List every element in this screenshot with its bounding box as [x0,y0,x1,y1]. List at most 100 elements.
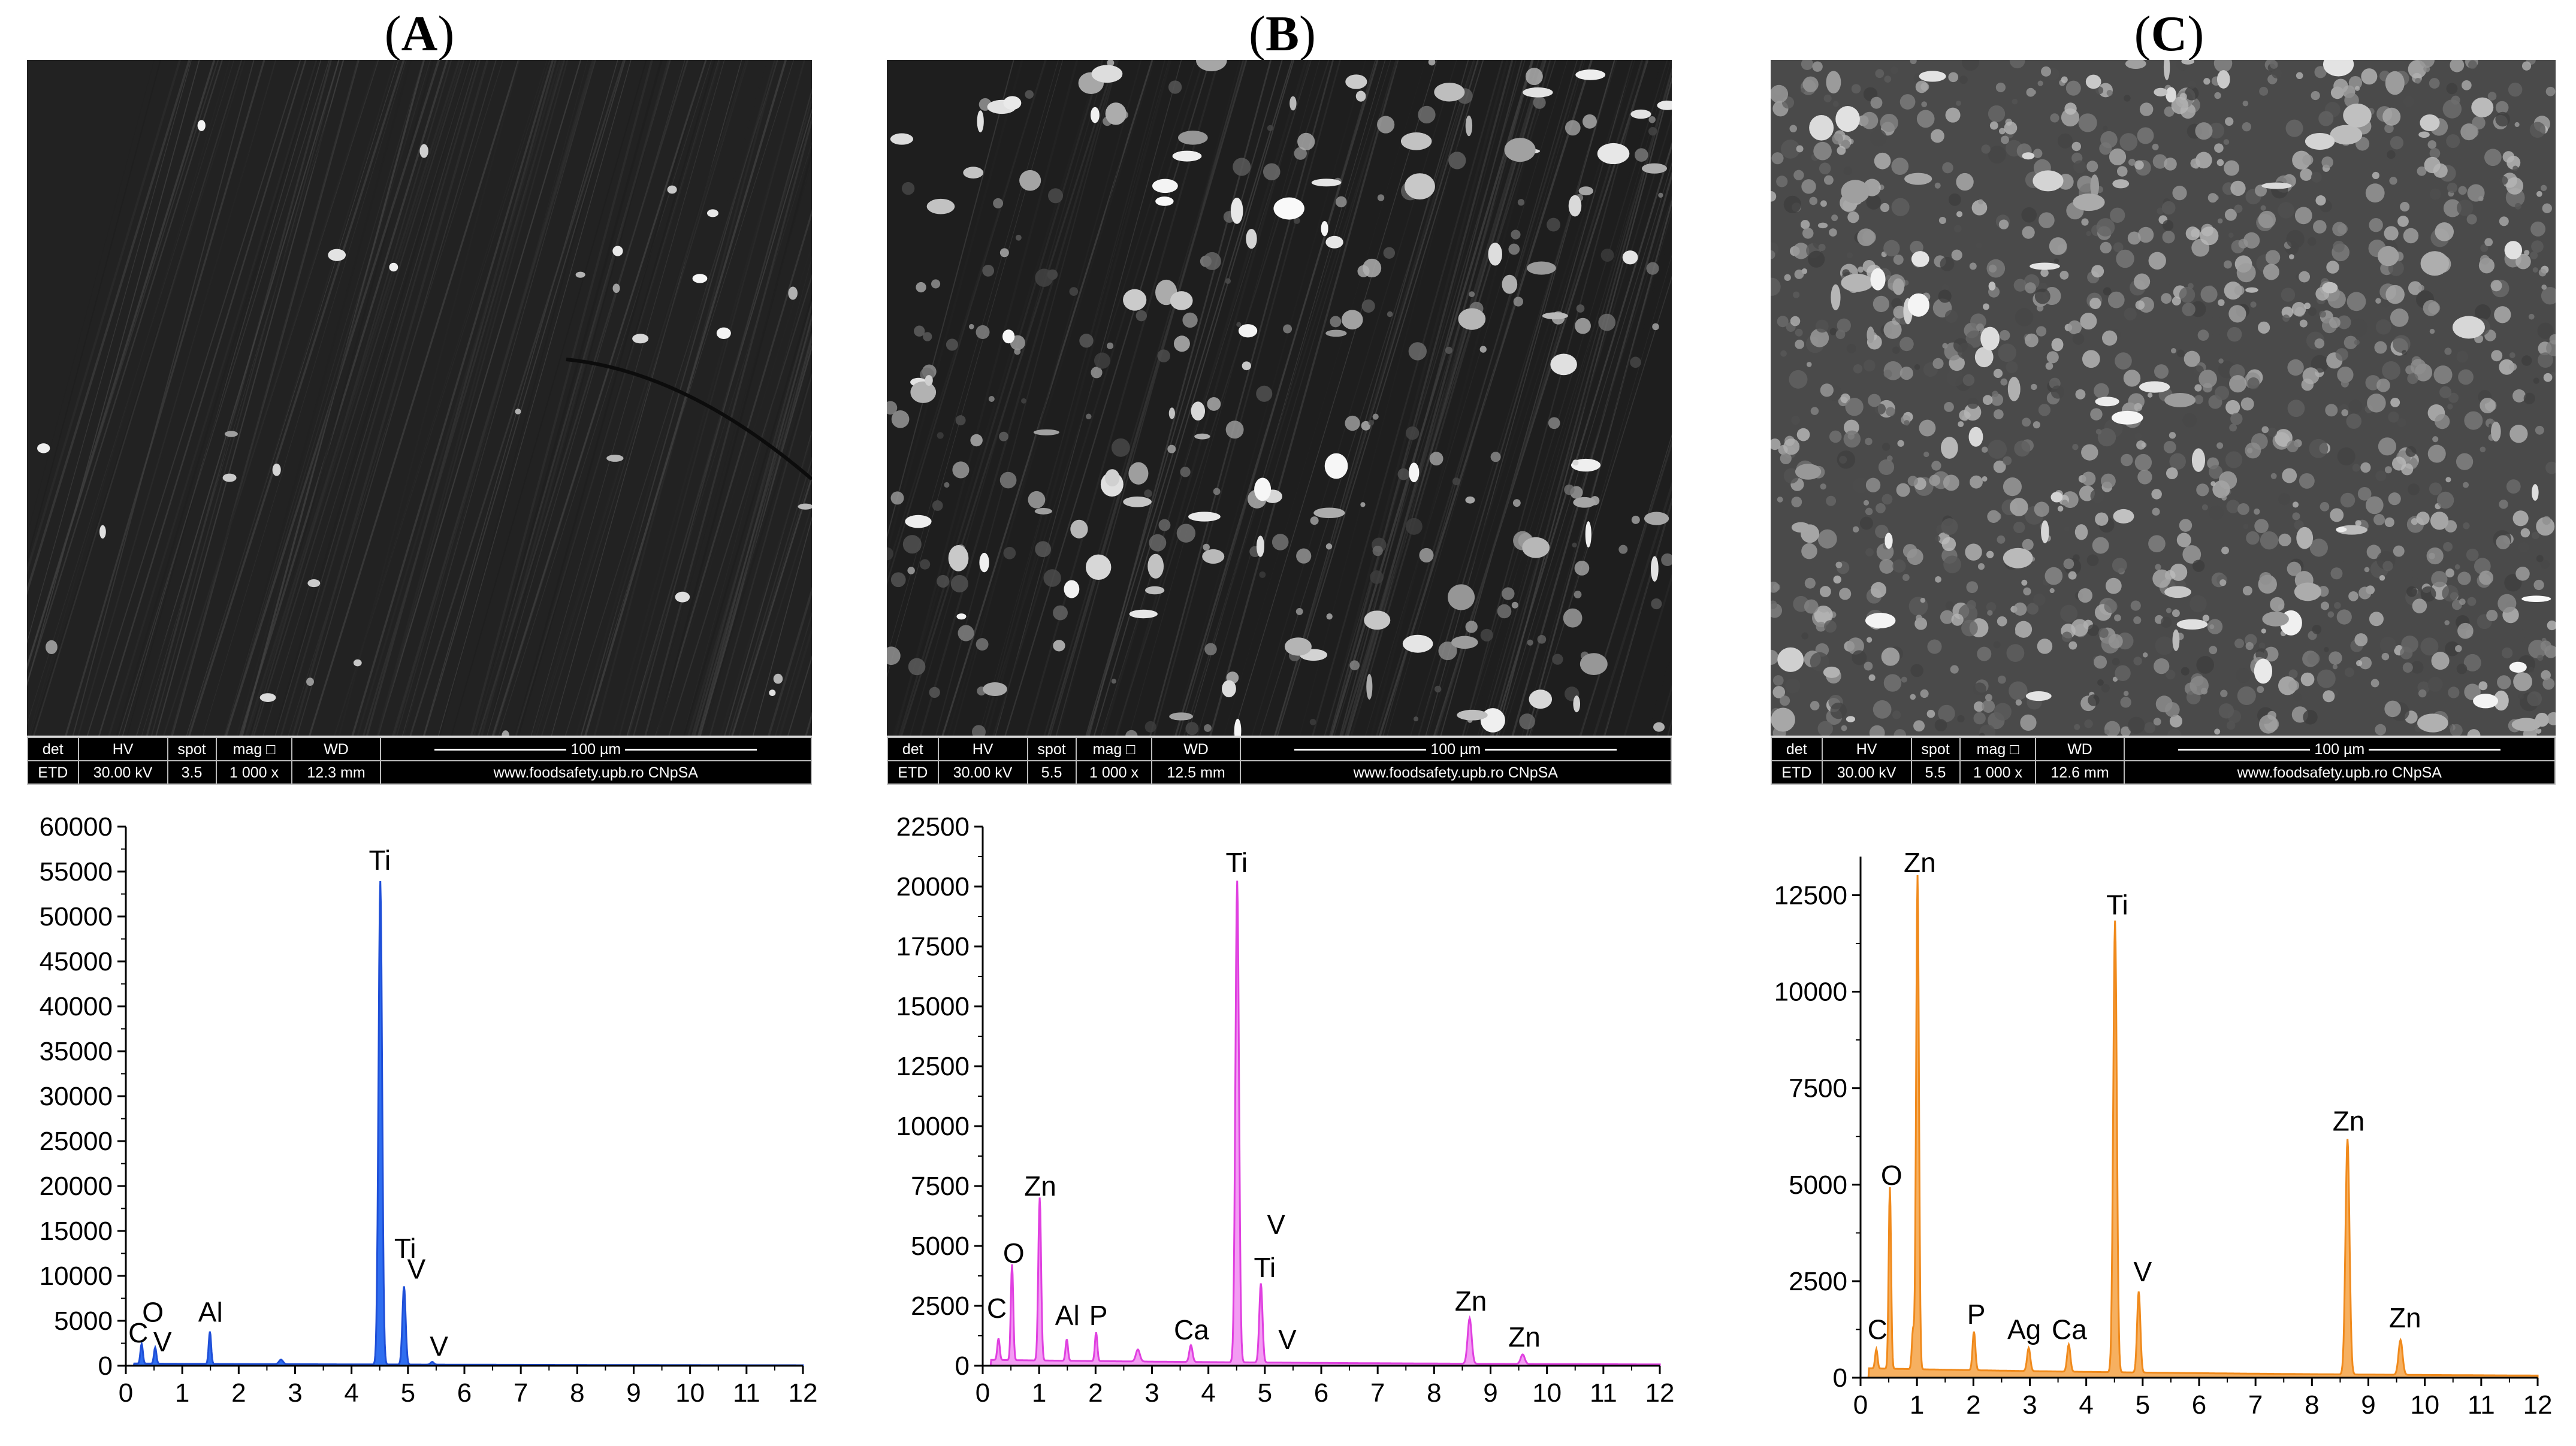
sem-grain [1820,483,1826,490]
sem-grain [2015,308,2034,326]
sem-grain [2166,467,2178,479]
sem-grain [2508,82,2523,97]
sem-particle [224,431,238,437]
sem-grain [1256,385,1273,402]
sem-grain [2257,686,2264,693]
sem-grain [1651,598,1662,610]
sem-grain [2384,466,2392,474]
sem-grain [976,325,990,339]
sem-grain [1880,113,1898,132]
sem-grain [2224,208,2237,221]
sem-grain [1869,725,1885,737]
sem-streak [1375,60,1584,737]
mag-label: mag □ [1075,737,1153,761]
sem-grain [2540,559,2550,569]
sem-streak [1528,276,1672,737]
sem-grain [1777,316,1789,328]
sem-grain [2021,207,2037,223]
sem-particle [1502,274,1518,294]
sem-streak [244,60,461,737]
sem-grain [2009,498,2028,516]
sem-grain [1783,195,1801,213]
sem-particle [1019,170,1041,191]
sem-particle [1809,114,1834,141]
sem-grain [1874,403,1886,415]
sem-grain [2311,90,2320,101]
sem-grain [2287,440,2299,453]
sem-grain [2455,645,2462,652]
sem-particle [2191,448,2206,472]
sem-particle [1653,722,1665,732]
sem-streak [351,60,554,737]
sem-grain [1418,105,1436,124]
sem-grain [1997,675,2006,684]
sem-grain [2164,702,2180,718]
sem-streak [767,586,812,737]
sem-grain [1902,574,1910,581]
sem-particle [2025,691,2052,701]
sem-grain [2134,160,2144,170]
sem-particle [1523,87,1553,98]
sem-grain [2536,555,2544,562]
sem-grain [2103,125,2108,131]
det-value: ETD [27,760,79,785]
sem-grain [1564,484,1575,495]
sem-grain [1992,512,2001,521]
sem-grain [2416,512,2430,525]
sem-grain [1950,665,1959,674]
sem-grain [1513,297,1523,307]
sem-grain [1880,202,1890,213]
sem-grain [2445,568,2454,577]
sem-grain [2230,413,2243,425]
sem-grain [2155,564,2161,570]
sem-grain [2532,531,2539,540]
sem-grain [2153,718,2161,726]
sem-grain [2491,350,2503,362]
sem-grain [2073,160,2086,174]
sem-grain [1910,240,1923,255]
sem-grain [2411,518,2418,525]
sem-streak [894,60,1079,737]
sem-grain [2513,672,2532,691]
sem-grain [2088,694,2100,706]
sem-grain [2354,633,2368,647]
sem-streak [1623,573,1672,737]
sem-grain [2361,68,2378,85]
sem-grain [2255,184,2267,197]
sem-grain [1824,620,1837,633]
sem-grain [2330,508,2344,522]
sem-grain [2259,572,2272,585]
sem-grain [1021,398,1026,404]
sem-streak [521,60,724,737]
sem-particle [2385,71,2405,95]
sem-streak [1330,60,1534,737]
sem-grain [1149,534,1167,552]
sem-grain [1943,474,1959,491]
sem-streak [514,60,721,737]
sem-grain [2116,166,2128,177]
sem-particle [1003,96,1022,110]
sem-grain [1983,303,1989,310]
sem-grain [2418,689,2427,698]
sem-grain [2543,373,2553,382]
sem-streak [150,60,340,737]
sem-grain [1910,60,1917,65]
sem-grain [2133,657,2142,665]
sem-grain [2144,722,2156,734]
sem-streak [1259,60,1475,737]
sem-streak [422,60,618,737]
hv-value: 30.00 kV [937,760,1028,785]
sem-grain [1878,459,1895,476]
sem-particle [307,579,321,588]
sem-particle [259,693,276,702]
sem-particle [2095,397,2119,407]
sem-grain [2096,218,2115,237]
sem-grain [1931,461,1941,471]
sem-grain [1957,343,1974,359]
sem-grain [2499,176,2508,185]
sem-particle [1870,268,1886,291]
sem-grain [2537,322,2554,339]
y-tick-label: 15000 [40,1217,113,1246]
sem-grain [1993,368,2003,379]
sem-grain [2006,361,2018,373]
